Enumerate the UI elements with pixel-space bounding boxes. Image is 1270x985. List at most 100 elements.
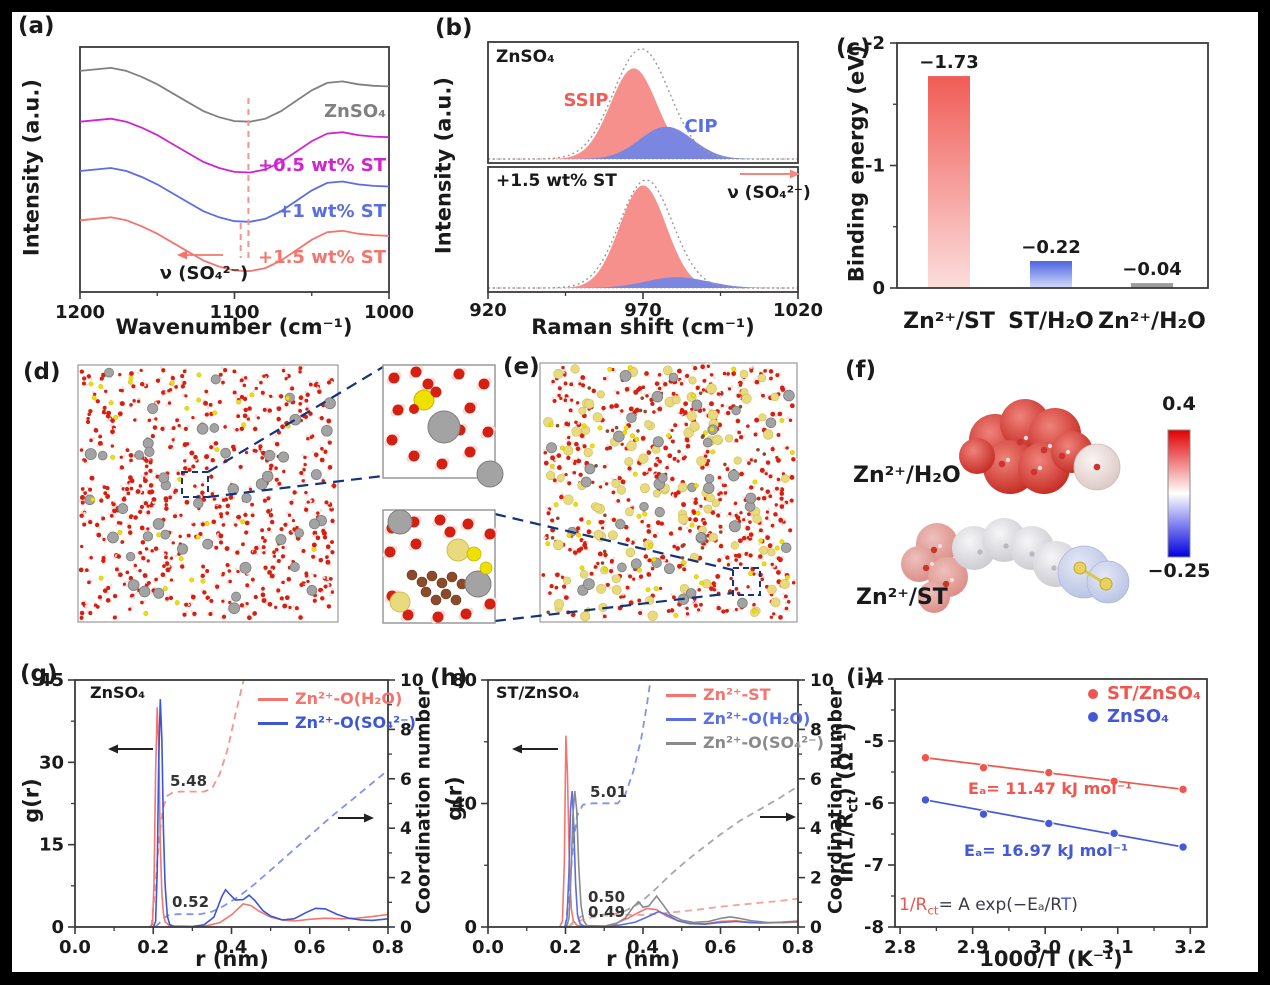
b-x-axis-title: Raman shift (cm⁻¹) (531, 315, 755, 339)
panel-g-letter: (g) (20, 661, 58, 687)
panel-b-letter: (b) (435, 15, 473, 41)
panel-i-letter: (i) (846, 665, 875, 691)
panel-e-inset-zoom (382, 509, 498, 624)
i-x-axis-title: 1000/T (K⁻¹) (979, 947, 1123, 971)
a-x-axis-title: Wavenumber (cm⁻¹) (115, 315, 353, 339)
svg-text:0: 0 (464, 917, 477, 938)
legend-label: Zn²⁺-ST (703, 685, 771, 705)
svg-text:2.9: 2.9 (957, 937, 989, 958)
legend-label: Zn²⁺-O(SO₄²⁻) (295, 713, 416, 733)
svg-text:-2: -2 (865, 33, 885, 54)
svg-text:15: 15 (39, 835, 64, 856)
b-top-subpanel-label: ZnSO₄ (496, 47, 555, 67)
svg-text:0.0: 0.0 (59, 937, 91, 958)
svg-text:0.4: 0.4 (627, 937, 659, 958)
a-series-label-15st: +1.5 wt% ST (257, 247, 386, 268)
svg-text:−0.22: −0.22 (1021, 237, 1081, 258)
panel-e-snapshot (539, 362, 798, 623)
legend-swatch (666, 717, 696, 721)
h-title: ST/ZnSO₄ (496, 683, 580, 702)
g-y-axis-title-right: Coordination number (412, 686, 435, 915)
legend-label: Zn²⁺-O(SO₄²⁻) (703, 733, 824, 753)
svg-text:-7: -7 (864, 855, 884, 876)
h-y-axis-title-left: g(r) (442, 776, 467, 821)
svg-text:0: 0 (51, 917, 64, 938)
legend-swatch (1088, 711, 1098, 722)
panel-e-letter: (e) (503, 354, 540, 380)
svg-text:3.2: 3.2 (1174, 937, 1206, 958)
svg-text:0.0: 0.0 (472, 937, 504, 958)
svg-text:8: 8 (400, 720, 412, 740)
svg-text:0.6: 0.6 (294, 937, 326, 958)
panel-d-letter: (d) (23, 359, 61, 385)
svg-text:1100: 1100 (209, 302, 259, 323)
i-y-axis-title: ln(1/Rct) (Ω⁻¹) (833, 722, 862, 883)
panel-f-letter: (f) (845, 357, 877, 383)
i-ea-red-label: Eₐ= 11.47 kJ mol⁻¹ (968, 779, 1133, 798)
svg-text:0.4: 0.4 (216, 937, 248, 958)
f-mol-top-label: Zn²⁺/H₂O (853, 463, 961, 488)
panel-b-plot: 920 970 1020 (469, 41, 823, 321)
legend-item: ZnSO₄ (1088, 705, 1201, 728)
h-x-axis-title: r (nm) (606, 947, 680, 971)
svg-text:6: 6 (810, 770, 822, 790)
b-cip-label: CIP (684, 116, 718, 137)
panel-d-snapshot (77, 364, 339, 623)
svg-text:8: 8 (810, 720, 822, 740)
svg-text:Zn²⁺/ST: Zn²⁺/ST (903, 309, 995, 334)
f-colorbar (1167, 429, 1191, 558)
svg-text:3.1: 3.1 (1102, 937, 1134, 958)
legend-item: Zn²⁺-O(SO₄²⁻) (258, 711, 416, 735)
svg-text:0.8: 0.8 (372, 937, 404, 958)
svg-text:-6: -6 (864, 793, 884, 814)
svg-text:80: 80 (452, 670, 477, 691)
legend-swatch (1088, 688, 1098, 699)
legend-item: Zn²⁺-O(H₂O) (258, 687, 416, 711)
g-legend: Zn²⁺-O(H₂O) Zn²⁺-O(SO₄²⁻) (258, 687, 416, 735)
svg-text:-1: -1 (865, 156, 885, 177)
svg-text:0.2: 0.2 (137, 937, 169, 958)
svg-text:1020: 1020 (773, 300, 823, 321)
svg-text:-8: -8 (864, 917, 884, 938)
svg-text:6: 6 (400, 770, 412, 790)
legend-item: Zn²⁺-O(H₂O) (666, 707, 824, 731)
i-ea-blue-label: Eₐ= 16.97 kJ mol⁻¹ (964, 841, 1129, 860)
svg-text:0: 0 (400, 918, 412, 938)
svg-text:40: 40 (452, 794, 477, 815)
svg-text:3.0: 3.0 (1029, 937, 1061, 958)
b-y-axis-title: Intensity (a.u.) (431, 77, 456, 255)
svg-text:1200: 1200 (55, 302, 105, 323)
g-x-axis-title: r (nm) (195, 947, 269, 971)
svg-text:0.6: 0.6 (705, 937, 737, 958)
panel-c-letter: (c) (836, 35, 871, 61)
g-y-axis-title-left: g(r) (19, 778, 44, 823)
panel-h-letter: (h) (430, 665, 468, 691)
f-colorbar-min: −0.25 (1147, 560, 1211, 582)
h-cn-annotation-3: 0.49 (588, 903, 626, 921)
b-ssip-label: SSIP (563, 90, 609, 111)
legend-item: Zn²⁺-O(SO₄²⁻) (666, 731, 824, 755)
svg-text:0: 0 (872, 278, 885, 299)
legend-label: Zn²⁺-O(H₂O) (703, 709, 811, 729)
legend-swatch (258, 721, 288, 725)
svg-text:ST/H₂O: ST/H₂O (1008, 309, 1094, 334)
svg-text:0.2: 0.2 (550, 937, 582, 958)
svg-text:−1.73: −1.73 (919, 52, 979, 73)
legend-swatch (258, 697, 288, 701)
g-cn-annotation-2: 0.52 (172, 893, 210, 911)
svg-text:10: 10 (810, 671, 834, 691)
panel-a-letter: (a) (18, 13, 55, 39)
g-title: ZnSO₄ (90, 683, 146, 702)
a-series-label-1st: +1 wt% ST (277, 201, 386, 222)
g-cn-annotation-1: 5.48 (170, 772, 208, 790)
h-cn-annotation-2: 0.50 (588, 888, 626, 906)
c-y-axis-title: Binding energy (eV) (844, 44, 869, 283)
b-mode-annotation: ν (SO₄²⁻) (727, 183, 811, 203)
svg-text:970: 970 (624, 300, 662, 321)
panel-i-plot: 2.8 2.9 3.0 3.1 3.2 -4 -5 -6 -7 -8 (864, 669, 1208, 958)
svg-text:2.8: 2.8 (884, 937, 916, 958)
panel-d-inset-zoom (382, 364, 504, 488)
zoom-connectors (181, 366, 761, 623)
legend-swatch (666, 741, 696, 745)
